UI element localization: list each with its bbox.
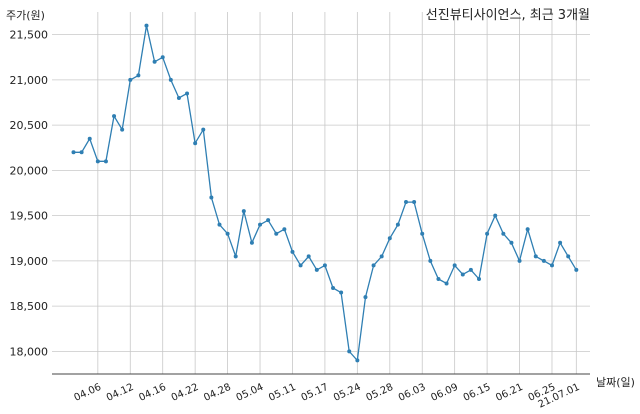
y-tick-label: 21,500 (10, 29, 49, 42)
data-point (201, 127, 206, 132)
data-point (347, 349, 352, 354)
data-point (404, 200, 409, 205)
data-point (160, 55, 165, 60)
x-tick-label: 06.03 (397, 382, 428, 404)
data-point (233, 254, 238, 259)
x-tick-label: 04.06 (72, 382, 103, 404)
data-point (525, 227, 530, 232)
y-tick-labels: 18,000 18,500 19,000 19,500 20,000 20,500 21,0… (10, 29, 49, 359)
data-point (468, 267, 473, 272)
data-point (379, 254, 384, 259)
data-point (258, 222, 263, 227)
price-points (71, 23, 579, 363)
data-point (128, 77, 133, 82)
data-point (136, 73, 141, 78)
data-point (566, 254, 571, 259)
data-point (412, 200, 417, 205)
data-point (103, 159, 108, 164)
data-point (436, 276, 441, 281)
x-tick-label: 05.04 (235, 382, 266, 404)
data-point (306, 254, 311, 259)
data-point (509, 240, 514, 245)
data-point (274, 231, 279, 236)
x-tick-label: 05.28 (364, 382, 395, 404)
y-tick-label: 20,500 (10, 119, 49, 132)
data-point (493, 213, 498, 218)
data-point (363, 295, 368, 300)
y-tick-label: 21,000 (10, 74, 49, 87)
data-point (95, 159, 100, 164)
chart-title: 선진뷰티사이언스, 최근 3개월 (426, 8, 590, 23)
data-point (185, 91, 190, 96)
x-tick-label: 05.17 (300, 382, 331, 404)
data-point (331, 286, 336, 291)
x-tick-label: 04.22 (170, 382, 201, 404)
x-tick-label: 06.15 (462, 382, 493, 404)
x-tick-label: 04.28 (202, 382, 233, 404)
data-point (452, 263, 457, 268)
data-point (217, 222, 222, 227)
data-point (209, 195, 214, 200)
data-point (87, 136, 92, 141)
data-point (355, 358, 360, 363)
data-point (339, 290, 344, 295)
data-point (176, 95, 181, 100)
data-point (460, 272, 465, 277)
data-point (574, 267, 579, 272)
data-point (485, 231, 490, 236)
x-tick-label: 05.11 (267, 382, 298, 404)
data-point (322, 263, 327, 268)
data-point (282, 227, 287, 232)
data-point (371, 263, 376, 268)
data-point (314, 267, 319, 272)
x-tick-label: 05.24 (332, 382, 363, 404)
y-axis-label: 주가(원) (6, 9, 45, 22)
data-point (298, 263, 303, 268)
grid (52, 12, 590, 374)
data-point (387, 236, 392, 241)
data-point (79, 150, 84, 155)
data-point (168, 77, 173, 82)
x-tick-label: 04.16 (137, 382, 168, 404)
data-point (144, 23, 149, 28)
data-point (71, 150, 76, 155)
data-point (533, 254, 538, 259)
data-point (241, 209, 246, 214)
data-point (225, 231, 230, 236)
y-tick-label: 19,500 (10, 210, 49, 223)
y-tick-label: 19,000 (10, 255, 49, 268)
x-axis-label: 날짜(일) (596, 375, 635, 389)
data-point (444, 281, 449, 286)
data-point (193, 141, 198, 146)
data-point (290, 249, 295, 254)
y-tick-label: 18,000 (10, 345, 49, 358)
y-tick-label: 20,000 (10, 164, 49, 177)
y-tick-label: 18,500 (10, 300, 49, 313)
data-point (249, 240, 254, 245)
data-point (549, 263, 554, 268)
data-point (420, 231, 425, 236)
x-tick-label: 04.12 (105, 382, 136, 404)
data-point (501, 231, 506, 236)
data-point (120, 127, 125, 132)
data-point (395, 222, 400, 227)
data-point (517, 258, 522, 263)
data-point (558, 240, 563, 245)
data-point (266, 218, 271, 223)
data-point (112, 114, 117, 119)
x-tick-label: 06.21 (494, 382, 525, 404)
data-point (428, 258, 433, 263)
x-tick-label: 06.09 (429, 382, 460, 404)
x-tick-labels: 04.06 04.12 04.16 04.22 04.28 05.04 05.11 05.17… (72, 382, 581, 411)
data-point (477, 276, 481, 281)
data-point (541, 258, 546, 263)
data-point (152, 59, 157, 64)
